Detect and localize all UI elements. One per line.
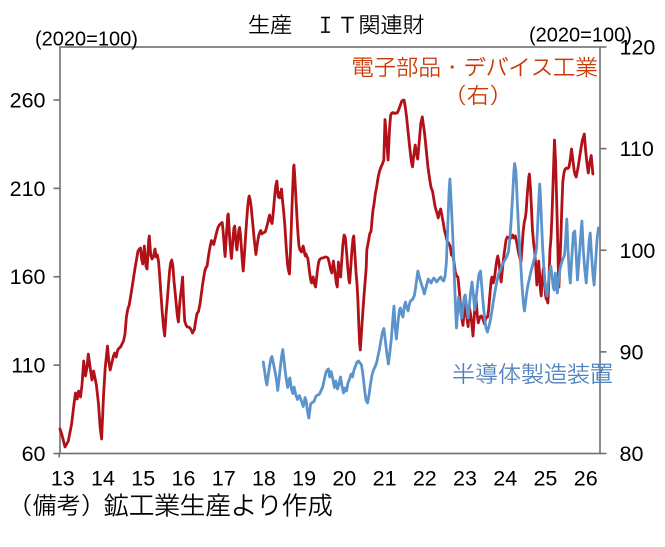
svg-text:23: 23 (453, 467, 477, 491)
svg-text:260: 260 (10, 89, 46, 113)
svg-text:(2020=100): (2020=100) (35, 29, 138, 51)
svg-text:120: 120 (620, 36, 656, 60)
svg-text:14: 14 (91, 467, 115, 491)
svg-text:(2020=100): (2020=100) (529, 25, 632, 47)
svg-text:13: 13 (51, 467, 75, 491)
svg-text:60: 60 (22, 442, 46, 466)
svg-text:15: 15 (131, 467, 155, 491)
svg-text:210: 210 (10, 177, 46, 201)
svg-text:110: 110 (11, 354, 45, 378)
svg-text:80: 80 (620, 442, 644, 466)
svg-text:90: 90 (620, 340, 644, 364)
svg-text:26: 26 (574, 467, 598, 491)
svg-text:19: 19 (292, 467, 316, 491)
svg-text:20: 20 (332, 467, 356, 491)
svg-text:25: 25 (533, 467, 557, 491)
svg-text:110: 110 (620, 137, 654, 161)
svg-text:21: 21 (373, 467, 397, 491)
svg-text:100: 100 (620, 239, 656, 263)
svg-text:17: 17 (212, 467, 236, 491)
svg-text:16: 16 (172, 467, 196, 491)
svg-text:160: 160 (10, 265, 46, 289)
svg-text:22: 22 (413, 467, 437, 491)
svg-text:24: 24 (493, 467, 517, 491)
svg-text:18: 18 (252, 467, 276, 491)
